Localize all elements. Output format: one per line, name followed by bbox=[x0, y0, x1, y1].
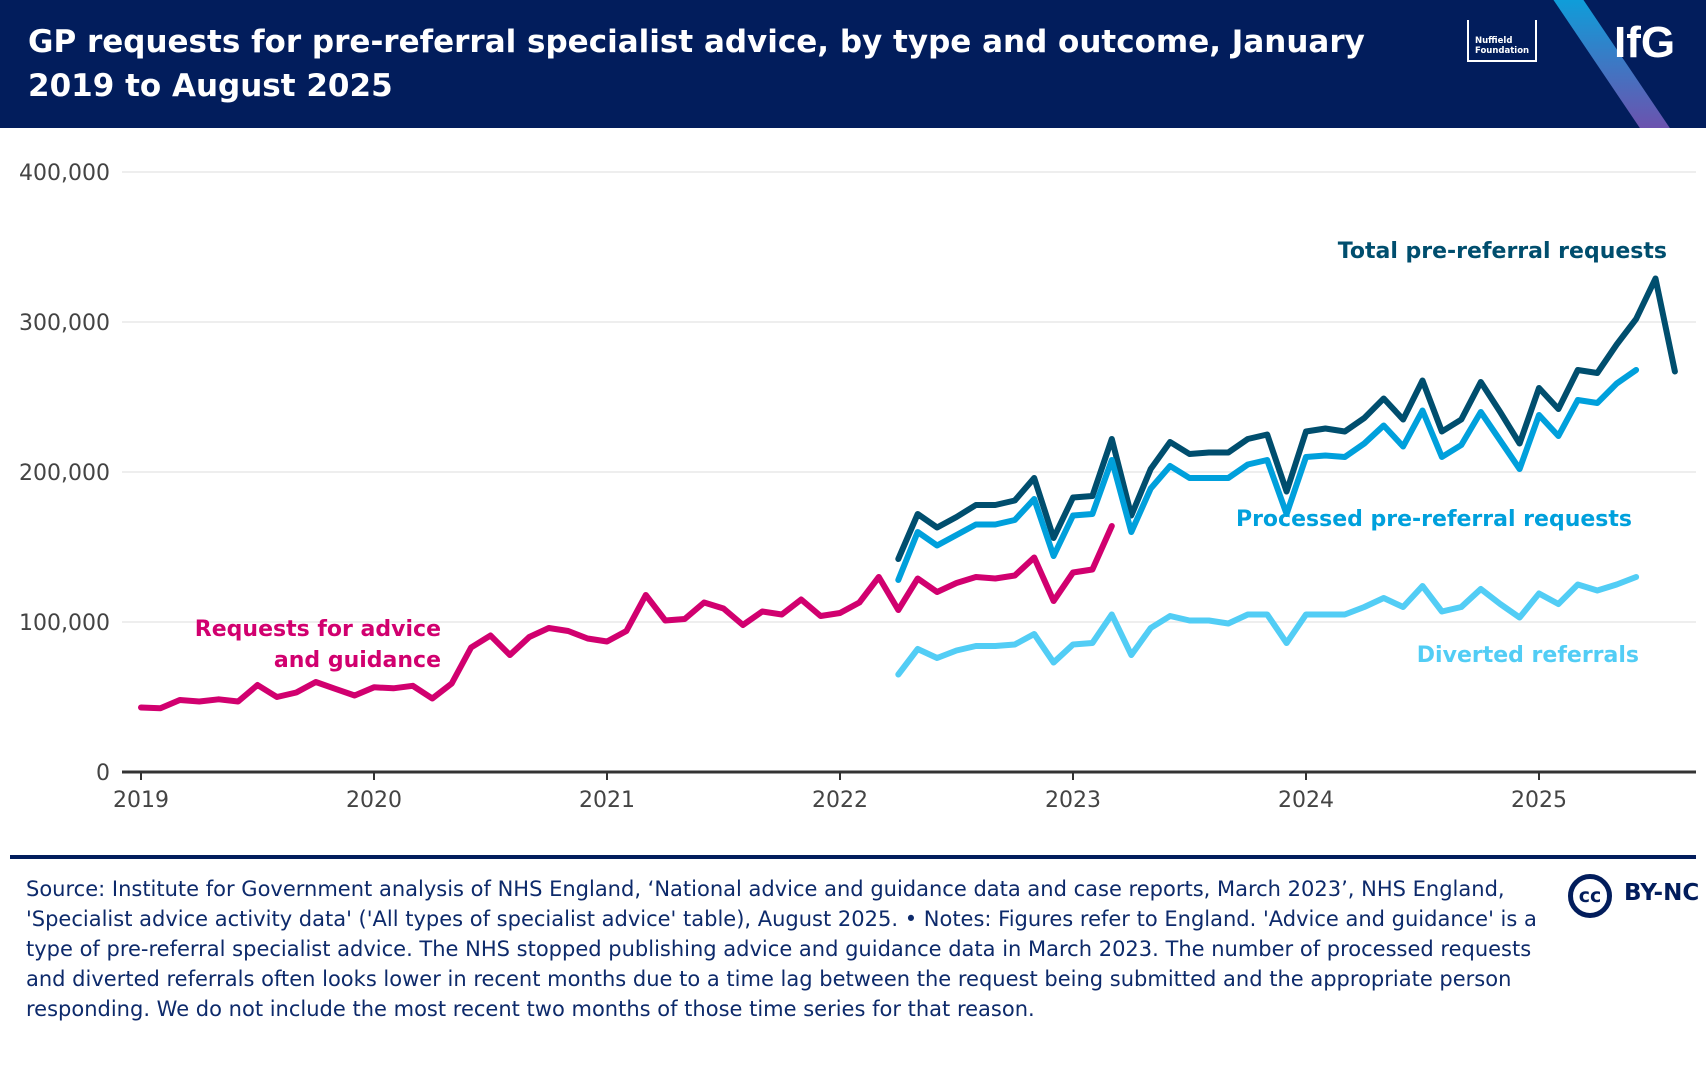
series-label: and guidance bbox=[274, 648, 441, 673]
y-tick-label: 100,000 bbox=[19, 611, 110, 636]
series-line bbox=[895, 275, 1678, 562]
source-notes: Source: Institute for Government analysi… bbox=[26, 877, 1537, 1021]
series-line bbox=[895, 574, 1640, 678]
y-tick-label: 300,000 bbox=[19, 311, 110, 336]
x-tick-label: 2024 bbox=[1278, 788, 1334, 813]
license-label: BY-NC bbox=[1624, 880, 1700, 906]
header: GP requests for pre-referral specialist … bbox=[0, 0, 1706, 128]
x-tick-label: 2021 bbox=[579, 788, 635, 813]
series-label: Requests for advice bbox=[195, 617, 441, 642]
series-label: Total pre-referral requests bbox=[1338, 239, 1667, 264]
x-tick-label: 2019 bbox=[113, 788, 169, 813]
series-label: Processed pre-referral requests bbox=[1236, 507, 1632, 532]
x-tick-label: 2022 bbox=[812, 788, 868, 813]
nuffield-logo-text: Nuffield Foundation bbox=[1475, 36, 1530, 56]
series-label: Diverted referrals bbox=[1417, 643, 1639, 668]
line-chart: 0 100,000 200,000 300,000 400,000 2019 2020 202… bbox=[19, 161, 1696, 813]
series-line bbox=[895, 367, 1640, 583]
ifg-logo: IfG bbox=[1614, 18, 1676, 67]
series-line bbox=[138, 523, 1115, 712]
y-tick-label: 0 bbox=[96, 761, 110, 786]
divider bbox=[10, 855, 1696, 859]
y-tick-label: 400,000 bbox=[19, 161, 110, 186]
y-tick-label: 200,000 bbox=[19, 461, 110, 486]
creative-commons-icon: cc bbox=[1568, 874, 1612, 918]
x-tick-label: 2023 bbox=[1045, 788, 1101, 813]
x-tick-label: 2020 bbox=[346, 788, 402, 813]
x-tick-label: 2025 bbox=[1511, 788, 1567, 813]
chart-title: GP requests for pre-referral specialist … bbox=[28, 24, 1365, 104]
nuffield-foundation-logo: Nuffield Foundation bbox=[1467, 20, 1537, 62]
